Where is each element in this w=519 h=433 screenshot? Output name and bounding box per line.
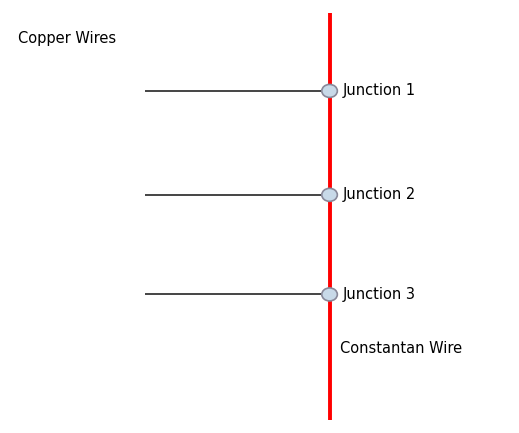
Text: Junction 3: Junction 3 <box>343 287 416 302</box>
Text: Junction 2: Junction 2 <box>343 187 416 202</box>
Circle shape <box>322 84 337 97</box>
Circle shape <box>322 188 337 201</box>
Circle shape <box>322 288 337 301</box>
Text: Copper Wires: Copper Wires <box>18 32 116 46</box>
Text: Junction 1: Junction 1 <box>343 84 416 98</box>
Text: Constantan Wire: Constantan Wire <box>340 341 462 356</box>
